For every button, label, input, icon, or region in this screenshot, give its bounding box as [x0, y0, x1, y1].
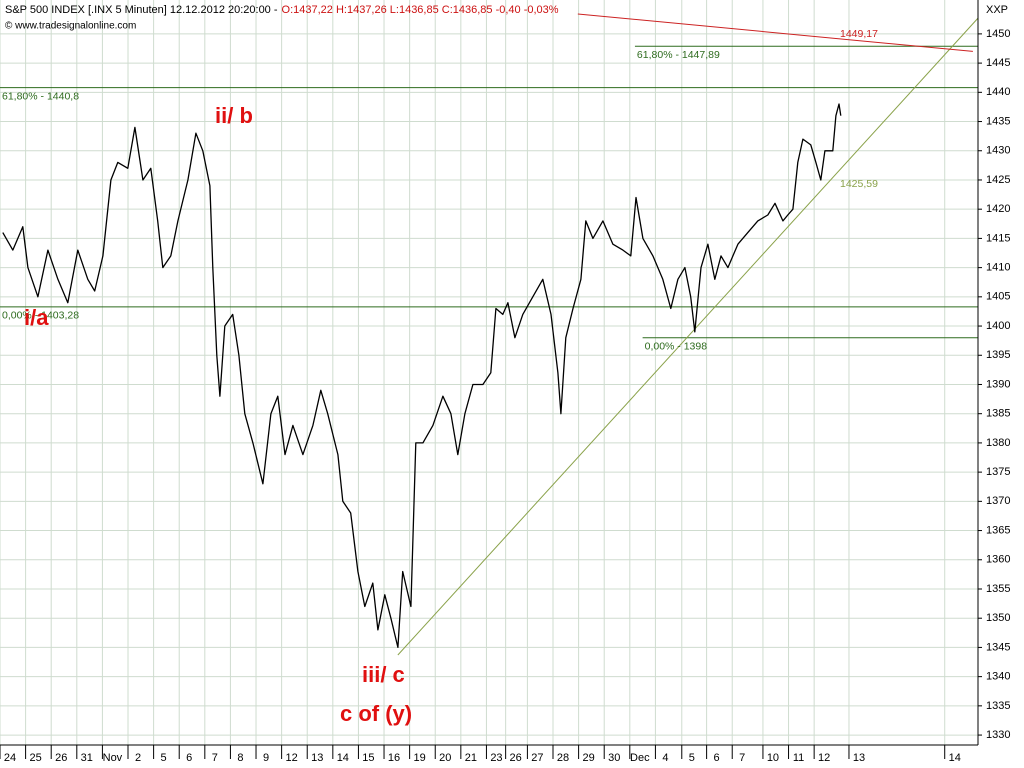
wave-label: i/a	[24, 305, 49, 330]
y-tick-label: 1430	[986, 145, 1010, 157]
y-tick-label: 1405	[986, 291, 1010, 303]
wave-label: ii/ b	[215, 103, 253, 128]
x-tick-label: 6	[186, 752, 192, 764]
y-tick-label: 1370	[986, 495, 1010, 507]
x-tick-label: 15	[362, 752, 374, 764]
y-tick-label: 1340	[986, 671, 1010, 683]
x-tick-label: 29	[582, 752, 594, 764]
x-tick-label: 4	[662, 752, 668, 764]
corner-label: XXP	[986, 4, 1008, 16]
x-tick-label: 11	[793, 752, 804, 764]
x-tick-label: 7	[739, 752, 745, 764]
x-tick-label: 10	[767, 752, 779, 764]
wave-label: iii/ c	[362, 662, 405, 687]
x-tick-label: 26	[55, 752, 67, 764]
y-tick-label: 1380	[986, 437, 1010, 449]
x-tick-label: Dec	[630, 752, 650, 764]
x-tick-label: 2	[135, 752, 141, 764]
y-tick-label: 1450	[986, 28, 1010, 40]
y-tick-label: 1440	[986, 86, 1010, 98]
x-tick-label: Nov	[103, 752, 123, 764]
x-tick-label: 9	[263, 752, 269, 764]
x-tick-label: 23	[490, 752, 502, 764]
fib-level-label: 61,80% - 1440,8	[2, 90, 79, 102]
watermark: © www.tradesignalonline.com	[5, 21, 136, 32]
x-tick-label: 21	[465, 752, 477, 764]
x-tick-label: 26	[510, 752, 522, 764]
x-tick-label: 30	[608, 752, 620, 764]
y-tick-label: 1330	[986, 729, 1010, 741]
x-tick-label: 7	[212, 752, 218, 764]
y-tick-label: 1385	[986, 408, 1010, 420]
x-tick-label: 13	[311, 752, 323, 764]
y-tick-label: 1420	[986, 203, 1010, 215]
x-tick-label: 5	[689, 752, 695, 764]
y-tick-label: 1415	[986, 232, 1010, 244]
x-tick-label: 28	[557, 752, 569, 764]
header-quote: O:1437,22 H:1437,26 L:1436,85 C:1436,85 …	[282, 4, 559, 16]
grid	[0, 0, 978, 745]
x-tick-label: 25	[29, 752, 41, 764]
trend-line-label: 1425,59	[840, 178, 878, 190]
trend-line-label: 1449,17	[840, 28, 878, 40]
y-tick-label: 1355	[986, 583, 1010, 595]
marks	[0, 13, 979, 656]
price-line	[2, 103, 842, 649]
y-tick-label: 1410	[986, 262, 1010, 274]
x-tick-label: 20	[439, 752, 451, 764]
x-tick-label: 13	[853, 752, 865, 764]
wave-label: c of (y)	[340, 701, 412, 726]
y-tick-label: 1345	[986, 641, 1010, 653]
y-tick-label: 1365	[986, 524, 1010, 536]
fib-level-label: 61,80% - 1447,89	[637, 49, 720, 61]
y-tick-label: 1425	[986, 174, 1010, 186]
x-tick-label: 14	[337, 752, 349, 764]
y-tick-label: 1400	[986, 320, 1010, 332]
x-tick-label: 5	[161, 752, 167, 764]
y-tick-label: 1445	[986, 57, 1010, 69]
x-tick-label: 19	[414, 752, 426, 764]
y-tick-label: 1335	[986, 700, 1010, 712]
x-tick-label: 12	[285, 752, 297, 764]
y-tick-label: 1435	[986, 115, 1010, 127]
y-tick-label: 1350	[986, 612, 1010, 624]
x-tick-label: 24	[4, 752, 16, 764]
x-tick-label: 16	[388, 752, 400, 764]
x-tick-label: 12	[818, 752, 830, 764]
x-tick-label: 14	[949, 752, 961, 764]
y-tick-label: 1390	[986, 378, 1010, 390]
y-tick-label: 1375	[986, 466, 1010, 478]
x-tick-label: 6	[714, 752, 720, 764]
fib-level-label: 0,00% - 1398	[645, 341, 708, 353]
y-tick-label: 1360	[986, 554, 1010, 566]
x-tick-label: 27	[531, 752, 543, 764]
trend-line	[397, 17, 979, 656]
fib-level-label: 0,00% - 1403,28	[2, 310, 79, 322]
header: S&P 500 INDEX [.INX 5 Minuten] 12.12.201…	[5, 4, 278, 16]
trend-line	[577, 13, 973, 52]
x-tick-label: 31	[81, 752, 93, 764]
x-tick-label: 8	[237, 752, 243, 764]
y-tick-label: 1395	[986, 349, 1010, 361]
